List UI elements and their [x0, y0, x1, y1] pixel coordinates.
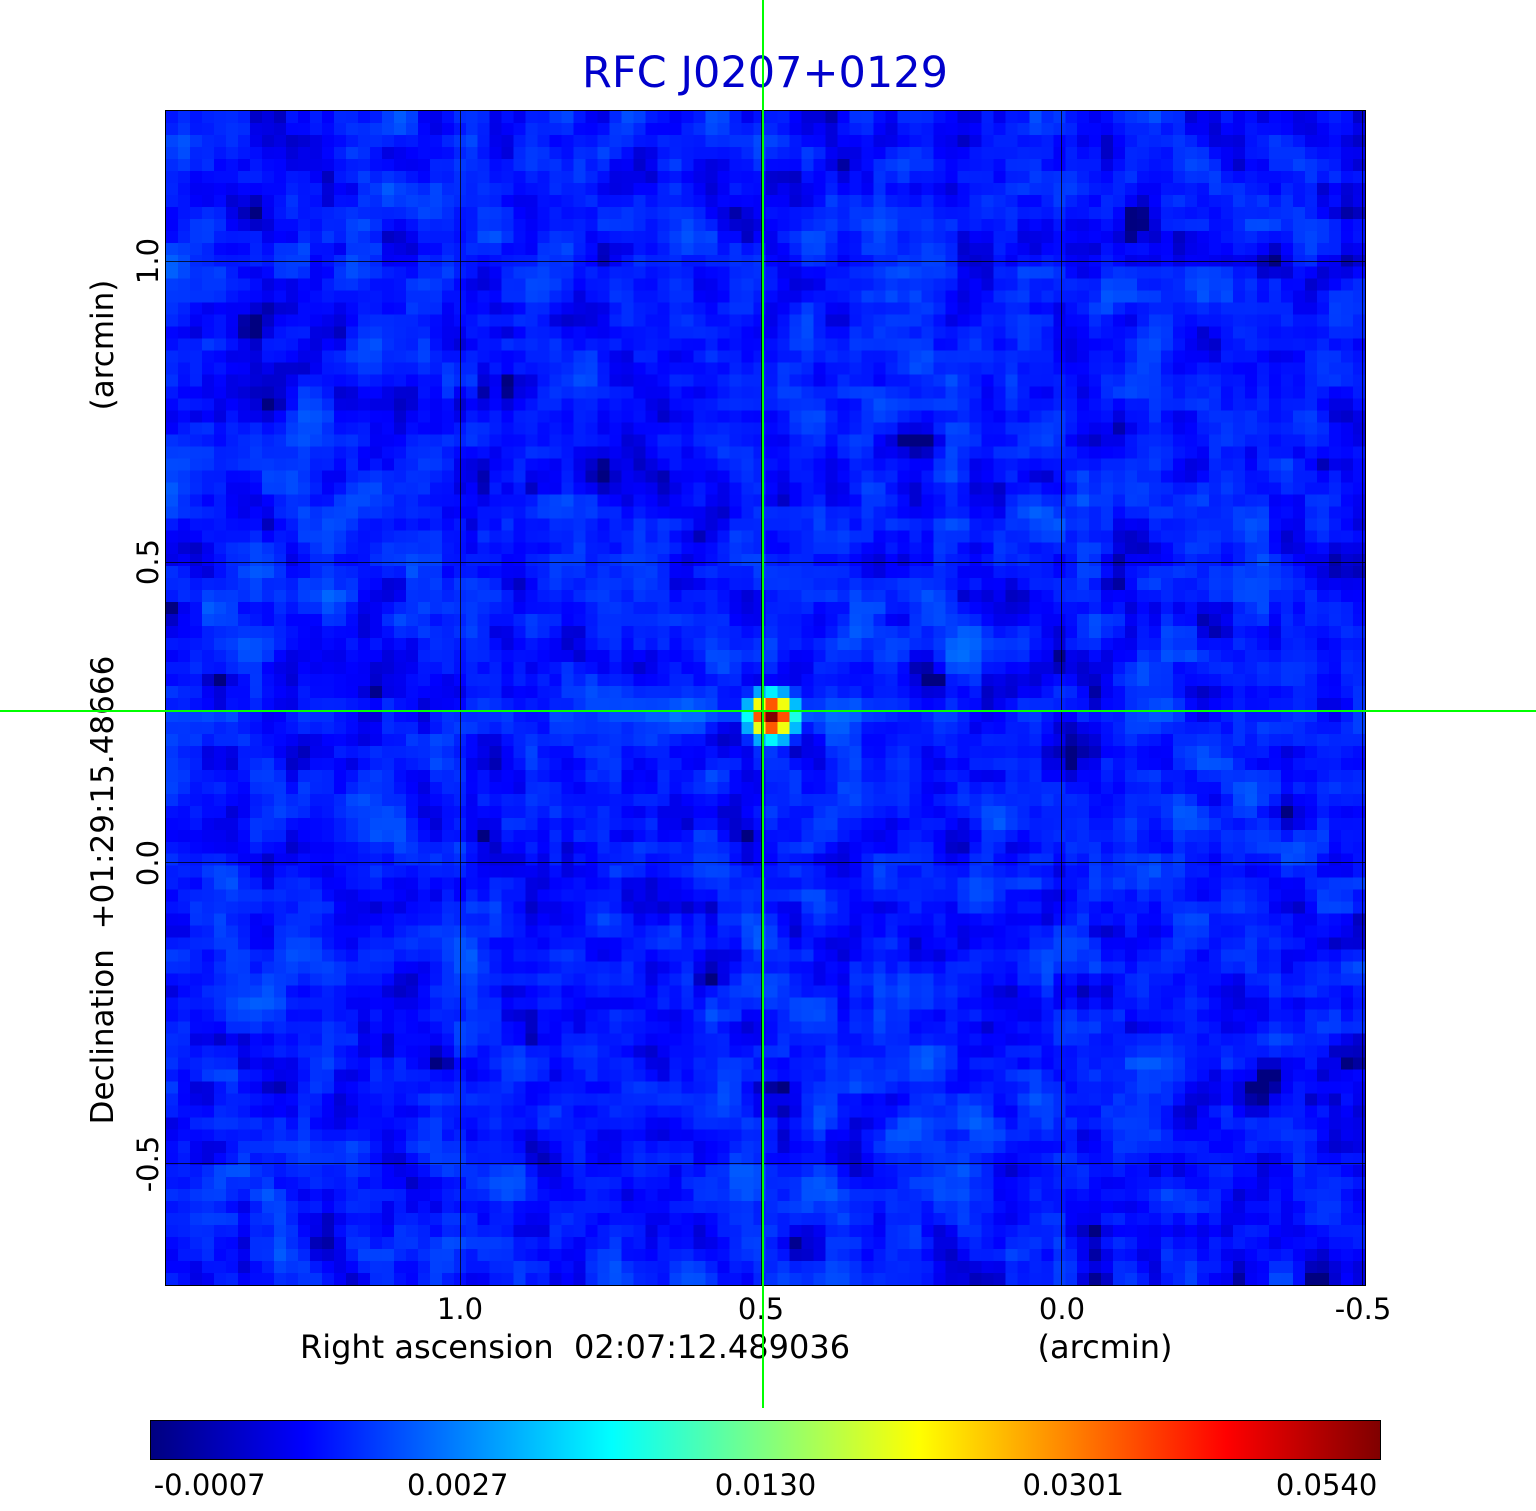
y-gridline: [166, 862, 1365, 864]
x-tick-label: 0.0: [1038, 1292, 1086, 1326]
colorbar-tick-label: 0.0540: [1275, 1468, 1378, 1502]
x-gridline: [1361, 111, 1363, 1285]
y-gridline: [166, 561, 1365, 563]
x-gridline: [760, 111, 762, 1285]
y-tick-label: 0.5: [131, 538, 165, 585]
x-gridline: [1061, 111, 1063, 1285]
y-axis-ticks: 1.0 0.5 0.0 -0.5: [129, 110, 167, 1286]
y-tick-label: 1.0: [131, 237, 165, 284]
x-tick-label: -0.5: [1334, 1292, 1392, 1326]
colorbar-gradient: [150, 1420, 1381, 1460]
sky-image-canvas: [166, 111, 1365, 1285]
colorbar-tick-label: 0.0130: [714, 1468, 817, 1502]
x-tick-label: 1.0: [436, 1292, 484, 1326]
colorbar-tick-labels: -0.0007 0.0027 0.0130 0.0301 0.0540: [150, 1468, 1381, 1504]
x-tick-label: 0.5: [737, 1292, 785, 1326]
crosshair-horizontal-line: [0, 710, 1536, 712]
figure-title: RFC J0207+0129: [582, 48, 948, 98]
sky-map-plot: [165, 110, 1366, 1286]
colorbar-tick-label: 0.0301: [1022, 1468, 1124, 1502]
y-axis-label: Declination +01:29:15.48666: [85, 655, 121, 1125]
y-gridline: [166, 261, 1365, 263]
y-gridline: [166, 1162, 1365, 1164]
colorbar-tick-label: -0.0007: [153, 1468, 266, 1502]
y-tick-label: -0.5: [131, 1135, 165, 1193]
x-axis-label: Right ascension 02:07:12.489036: [299, 1328, 851, 1366]
colorbar-tick-label: 0.0027: [407, 1468, 509, 1502]
y-axis-unit-label: (arcmin): [85, 279, 121, 411]
x-gridline: [460, 111, 462, 1285]
crosshair-vertical-line: [762, 0, 764, 1408]
y-tick-label: 0.0: [131, 839, 165, 886]
x-axis-unit-label: (arcmin): [1037, 1328, 1173, 1366]
x-axis-ticks: 1.0 0.5 0.0 -0.5: [165, 1292, 1391, 1328]
